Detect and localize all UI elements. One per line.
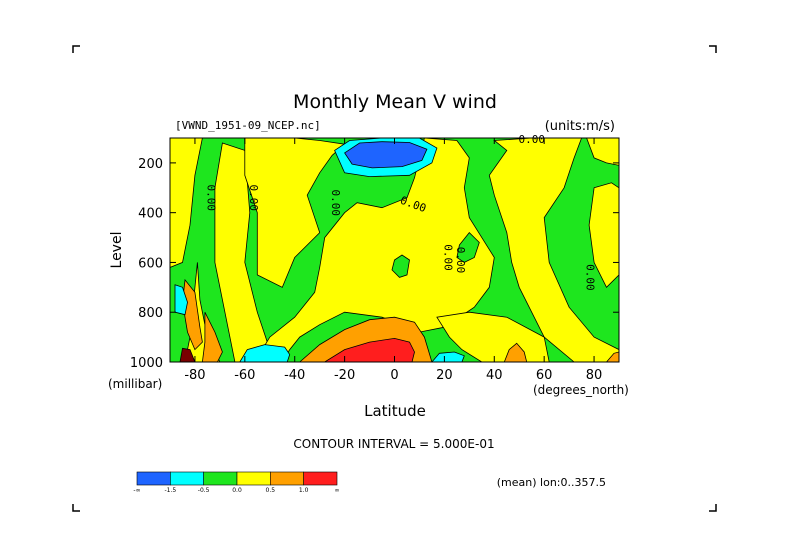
x-units-label: (degrees_north) <box>533 383 629 397</box>
contour-region-orange-12 <box>201 312 223 362</box>
contour-region-cyan-19 <box>431 351 465 362</box>
y-tick-label: 1000 <box>130 356 163 371</box>
x-tick-label: 60 <box>536 368 553 383</box>
contour-label-7: 0.00 <box>584 264 597 291</box>
crop-mark-bottom-left <box>72 504 80 512</box>
colorbar-swatch <box>170 471 204 486</box>
x-tick-label: -80 <box>184 368 205 383</box>
colorbar-tick-label: ∞ <box>335 487 340 494</box>
contour-region-green-10 <box>456 232 480 263</box>
y-tick-label: 200 <box>138 157 163 172</box>
contour-label-2: 0.00 <box>329 189 342 216</box>
colorbar-tick-label: -∞ <box>133 487 140 494</box>
colorbar-swatch <box>303 471 338 486</box>
contour-region-yellow-5 <box>254 138 495 362</box>
crop-marks <box>72 45 717 512</box>
x-tick-label: -60 <box>234 368 255 383</box>
y-tick-label: 400 <box>138 207 163 222</box>
contour-label-4: 0.00 <box>441 244 454 271</box>
x-axis-ticks: -80 -60 -40 -20 0 20 40 60 80 <box>184 138 602 383</box>
x-tick-label: -20 <box>334 368 355 383</box>
crop-mark-bottom-right <box>709 504 717 512</box>
y-units-label: (millibar) <box>108 377 162 391</box>
contour-label-5: 0.00 <box>454 247 467 274</box>
mean-label: (mean) lon:0..357.5 <box>497 476 606 489</box>
y-tick-label: 800 <box>138 306 163 321</box>
colorbar-tick-label: 0.0 <box>232 487 242 494</box>
contour-label-6: 0.00 <box>518 133 545 146</box>
contour-label-0: 0.00 <box>204 184 217 211</box>
y-axis-label: Level <box>109 232 125 269</box>
x-tick-label: 40 <box>486 368 503 383</box>
contour-region-yellow-1 <box>170 138 203 268</box>
contour-region-yellow-6 <box>436 138 619 362</box>
colorbar-swatch <box>236 471 271 486</box>
x-tick-label: -40 <box>284 368 305 383</box>
contour-region-orange-14 <box>503 342 528 362</box>
contour-region-orange-15 <box>605 351 619 362</box>
contour-label-1: 0.00 <box>247 184 260 211</box>
colorbar-swatch <box>203 471 238 486</box>
contour-interval-label: CONTOUR INTERVAL = 5.000E-01 <box>293 437 494 451</box>
chart-title: Monthly Mean V wind <box>293 91 497 113</box>
contour-region-dark-17 <box>179 347 196 362</box>
contour-region-cyan-20 <box>174 284 188 316</box>
x-tick-label: 20 <box>436 368 453 383</box>
colorbar-swatch <box>270 471 304 486</box>
colorbar-tick-label: -1.5 <box>164 487 176 494</box>
contour-region-yellow-4 <box>244 138 346 288</box>
contour-region-green-9 <box>391 254 410 278</box>
y-axis-ticks: 200 400 600 800 1000 <box>130 157 619 371</box>
dataset-label: [VWND_1951-09_NCEP.nc] <box>175 119 321 132</box>
x-tick-label: 0 <box>390 368 398 383</box>
x-axis-label: Latitude <box>364 402 426 420</box>
x-tick-label: 80 <box>586 368 603 383</box>
y-tick-label: 600 <box>138 256 163 271</box>
colorbar-tick-label: 1.0 <box>299 487 309 494</box>
units-label: (units:m/s) <box>545 119 615 134</box>
colorbar-tick-label: 0.5 <box>266 487 276 494</box>
contour-region-red-16 <box>323 337 415 362</box>
contour-region-yellow-8 <box>588 182 619 288</box>
contour-fill-regions <box>170 138 619 362</box>
contour-region-yellow-7 <box>586 138 619 166</box>
colorbar-tick-label: -0.5 <box>198 487 210 494</box>
contour-region-cyan-18 <box>239 344 291 362</box>
colorbar-swatch <box>136 471 171 486</box>
contour-region-blue-22 <box>344 141 428 169</box>
colorbar: -∞ -1.5 -0.5 0.0 0.5 1.0 ∞ <box>133 471 340 494</box>
crop-mark-top-left <box>72 45 80 53</box>
crop-mark-top-right <box>709 45 717 53</box>
